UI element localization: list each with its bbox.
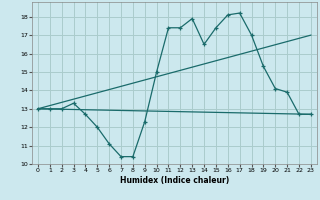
X-axis label: Humidex (Indice chaleur): Humidex (Indice chaleur) xyxy=(120,176,229,185)
